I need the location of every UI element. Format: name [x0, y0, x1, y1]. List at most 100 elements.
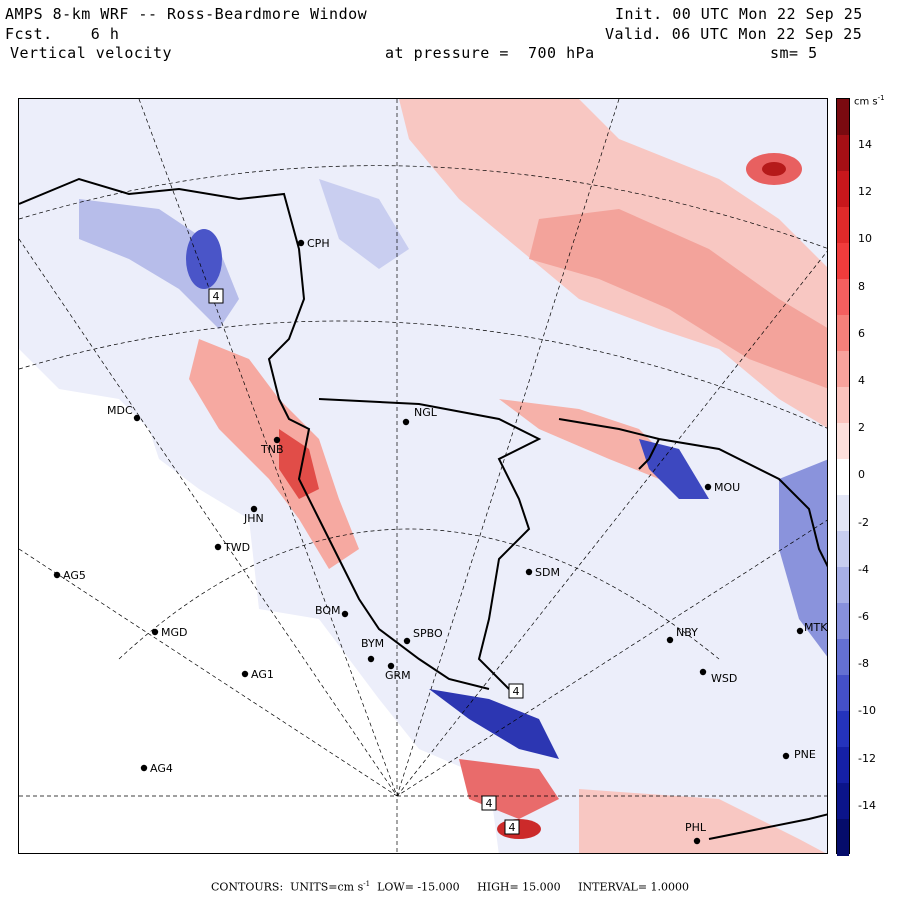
station-marker: [250, 505, 258, 513]
map-svg: 4 4 4 4 CPH MDC NGL TNB MOU JHN TWD AG5 SDM BOM MG…: [19, 99, 828, 853]
station-label: MDC: [107, 404, 133, 417]
high-value: 15.000: [522, 880, 561, 894]
map-panel: 4 4 4 4 CPH MDC NGL TNB MOU JHN TWD AG5 SDM BOM MG…: [18, 98, 828, 854]
boxed-label: 4: [486, 797, 493, 810]
pressure-value: 700 hPa: [527, 44, 595, 62]
station-label: AG5: [63, 569, 86, 582]
station-label: CPH: [307, 237, 330, 250]
station-label: TWD: [223, 541, 250, 554]
coastline: [19, 177, 827, 840]
station-marker: [699, 668, 707, 676]
colorbar-segment: [837, 243, 849, 280]
downdraft-area-northwest: [79, 199, 239, 329]
updraft-south-east: [579, 789, 826, 853]
station-label: MGD: [161, 626, 188, 639]
contours-label: CONTOURS:: [210, 880, 284, 894]
station-marker: [151, 628, 159, 636]
station-label: NGL: [414, 406, 438, 419]
station-marker: [297, 239, 305, 247]
colorbar-units: cm s-1: [854, 94, 885, 107]
colorbar-tick-label: 4: [858, 374, 865, 387]
station-label: BYM: [361, 637, 384, 650]
colorbar-segment: [837, 567, 849, 604]
boxed-label-box: [481, 795, 497, 811]
downdraft-core-northwest: [186, 229, 222, 289]
colorbar-segment: [837, 639, 849, 676]
colorbar-segment: [837, 207, 849, 244]
colorbar-segment: [837, 135, 849, 172]
pressure-label: at pressure =: [385, 44, 509, 62]
colorbar-tick-label: 2: [858, 421, 865, 435]
forecast-hour: Fcst. 6 h: [5, 25, 119, 43]
fcst-value: 6 h: [90, 25, 120, 43]
colorbar-segment: [837, 531, 849, 568]
station-marker: [273, 436, 281, 444]
boxed-label-box: [504, 819, 520, 835]
station-marker: [693, 837, 701, 845]
colorbar-tick-label: -6: [858, 610, 869, 623]
boxed-label: 4: [509, 821, 516, 834]
colorbar: [836, 98, 850, 856]
colorbar-segment: [837, 387, 849, 424]
station-label: MTK: [804, 621, 828, 634]
station-marker: [403, 637, 411, 645]
low-label: LOW=: [377, 880, 414, 894]
station-marker: [525, 568, 533, 576]
colorbar-units-text: cm s: [854, 96, 878, 108]
colorbar-tick-label: -14: [858, 798, 876, 812]
units-exponent: -1: [363, 880, 371, 888]
colorbar-tick-label: -10: [858, 704, 876, 718]
colorbar-tick-label: 0: [858, 468, 865, 482]
colorbar-segment: [837, 495, 849, 532]
colorbar-tick-label: 10: [858, 232, 872, 246]
boxed-label-box: [508, 683, 524, 699]
stations-layer: CPH MDC NGL TNB MOU JHN TWD AG5 SDM BOM MGD NBY MTK G…: [53, 237, 828, 845]
valid-time: Valid. 06 UTC Mon 22 Sep 25: [605, 25, 862, 43]
colorbar-tick-label: -12: [858, 751, 876, 765]
valid-value: 06 UTC Mon 22 Sep 25: [671, 25, 863, 43]
colorbar-segment: [837, 819, 849, 856]
updraft-core-transantarctic: [279, 429, 319, 499]
colorbar-segment: [837, 315, 849, 352]
station-label: WSD: [711, 672, 737, 685]
downdraft-core-south: [429, 689, 559, 759]
init-label: Init.: [615, 5, 663, 23]
colorbar-tick-label: -8: [858, 657, 869, 671]
station-marker: [214, 543, 222, 551]
station-label: BOM: [315, 604, 341, 617]
init-time: Init. 00 UTC Mon 22 Sep 25: [615, 5, 863, 23]
station-marker: [387, 662, 395, 670]
colorbar-segment: [837, 171, 849, 208]
station-label: JHN: [243, 512, 264, 525]
contour-info: CONTOURS: UNITS=cm s-1 LOW= -15.000 HIGH…: [0, 880, 900, 894]
no-data-region: [19, 349, 499, 853]
fcst-label: Fcst.: [5, 25, 53, 43]
station-marker: [140, 764, 148, 772]
smoothing: sm= 5: [770, 44, 818, 62]
downdraft-area-north: [319, 179, 409, 269]
map-title: AMPS 8-km WRF -- Ross-Beardmore Window: [5, 5, 368, 23]
boxed-label: 4: [213, 290, 220, 303]
colorbar-tick-label: -2: [858, 515, 869, 529]
colorbar-segment: [837, 711, 849, 748]
station-label: PNE: [794, 748, 816, 761]
station-marker: [367, 655, 375, 663]
interval-value: 1.0000: [650, 880, 690, 894]
colorbar-tick-label: -4: [858, 562, 869, 576]
valid-label: Valid.: [605, 25, 663, 43]
updraft-band-center: [499, 399, 679, 479]
boxed-label-box: [208, 288, 224, 304]
colorbar-segment: [837, 783, 849, 820]
colorbar-tick-label: 6: [858, 326, 865, 340]
station-marker: [796, 627, 804, 635]
station-marker: [133, 414, 141, 422]
colorbar-segment: [837, 279, 849, 316]
low-value: -15.000: [417, 880, 460, 894]
downdraft-core-east: [639, 439, 709, 499]
interval-label: INTERVAL=: [578, 880, 648, 894]
colorbar-tick-label: 14: [858, 138, 872, 151]
downdraft-area-east: [779, 459, 827, 657]
station-marker: [704, 483, 712, 491]
colorbar-segment: [837, 603, 849, 640]
station-label: GRM: [385, 669, 411, 682]
